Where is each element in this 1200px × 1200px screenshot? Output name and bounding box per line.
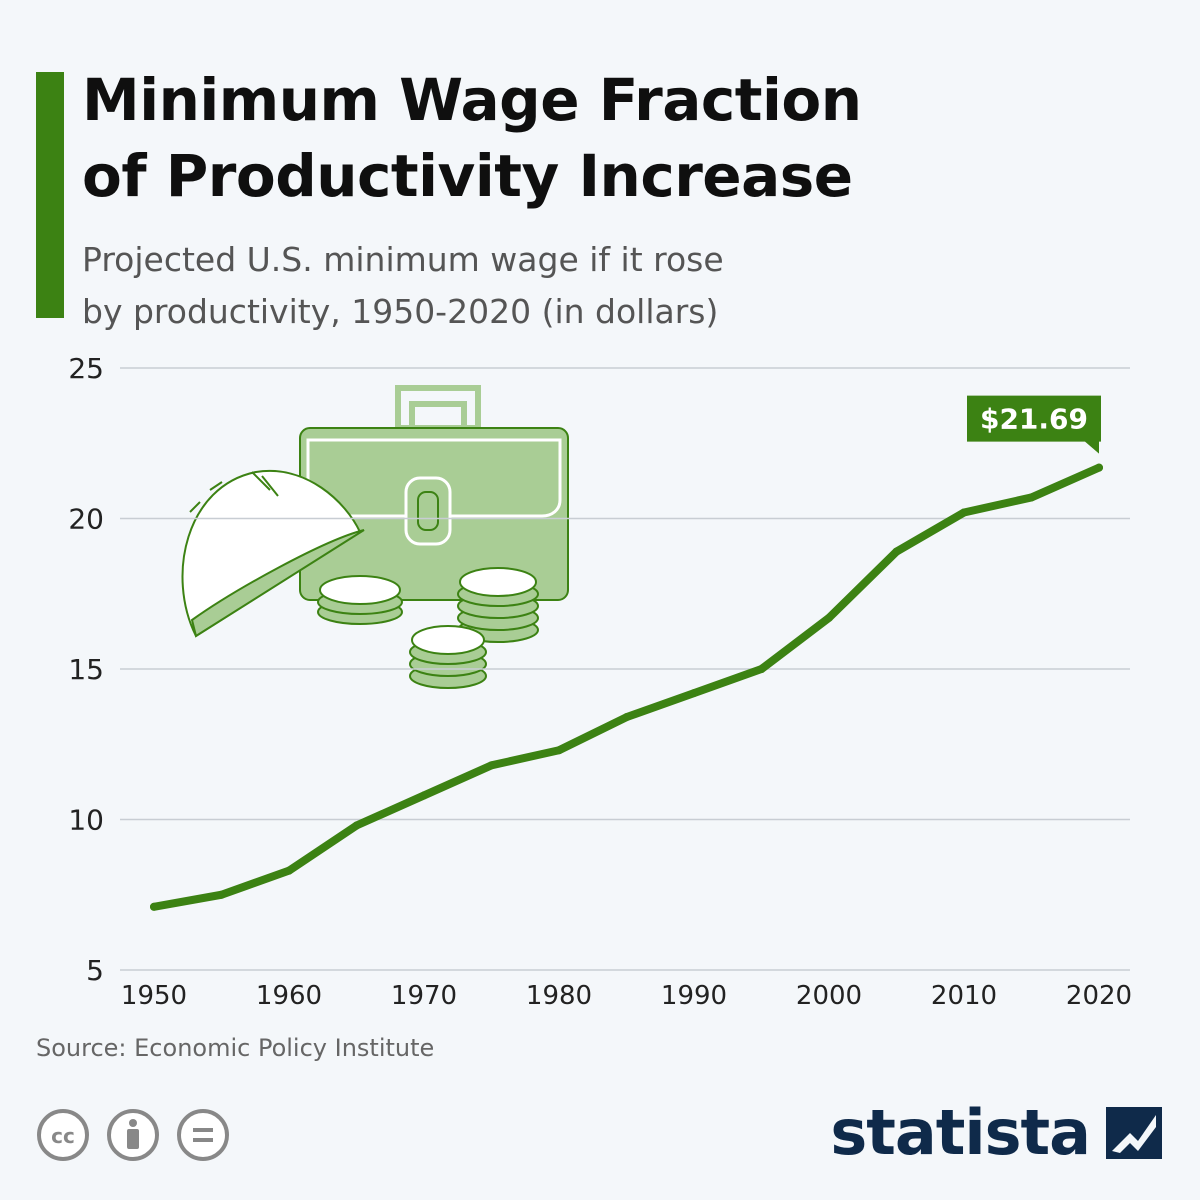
work-money-illustration-icon xyxy=(181,385,569,689)
data-point xyxy=(150,902,158,911)
data-point xyxy=(825,613,833,622)
value-callout: $21.69 xyxy=(967,395,1101,454)
data-point xyxy=(285,866,293,875)
y-tick-label: 15 xyxy=(68,653,104,686)
data-point xyxy=(757,665,766,673)
y-tick-label: 5 xyxy=(86,954,104,987)
hard-hat-icon xyxy=(181,469,365,638)
x-tick-label: 1980 xyxy=(526,981,592,1011)
data-point xyxy=(487,761,496,770)
data-point xyxy=(622,713,631,722)
data-point xyxy=(690,689,698,698)
coin-stack-left-icon xyxy=(317,575,403,625)
creative-commons-icon[interactable]: cc xyxy=(36,1108,90,1162)
chart-title: Minimum Wage Fraction of Productivity In… xyxy=(82,66,862,210)
data-point xyxy=(960,508,968,517)
y-tick-label: 10 xyxy=(68,804,104,837)
svg-text:cc: cc xyxy=(51,1124,75,1148)
brand-logo[interactable]: statista xyxy=(830,1098,1164,1168)
statista-logo-icon xyxy=(1106,1107,1162,1159)
y-tick-label: 25 xyxy=(68,352,104,385)
source-note: Source: Economic Policy Institute xyxy=(36,1034,435,1062)
x-tick-label: 1970 xyxy=(391,981,457,1011)
briefcase-icon xyxy=(299,385,569,601)
coin-stack-right-icon xyxy=(457,567,539,643)
data-point xyxy=(217,890,226,899)
x-tick-label: 1990 xyxy=(661,981,727,1011)
callout-box xyxy=(967,395,1101,454)
data-point xyxy=(555,746,563,755)
x-tick-label: 1960 xyxy=(256,981,322,1011)
y-tick-label: 20 xyxy=(68,503,104,536)
x-tick-label: 2020 xyxy=(1066,981,1132,1011)
x-tick-label: 1950 xyxy=(121,981,187,1011)
coin-stack-bottom-icon xyxy=(409,625,487,689)
data-point xyxy=(1027,493,1036,502)
data-point xyxy=(892,547,901,556)
data-point xyxy=(1095,463,1103,472)
brand-wordmark: statista xyxy=(830,1096,1091,1169)
chart-subtitle: Projected U.S. minimum wage if it rose b… xyxy=(82,240,724,331)
data-point xyxy=(420,791,428,800)
line-chart: 5 10 15 20 25 1950 1960 1970 1980 1990 2000 2010 20… xyxy=(68,352,1132,1011)
x-tick-label: 2010 xyxy=(931,981,997,1011)
license-icons: cc xyxy=(36,1108,230,1162)
data-point xyxy=(352,821,361,830)
accent-bar xyxy=(36,72,64,318)
callout-label: $21.69 xyxy=(980,403,1088,436)
attribution-icon[interactable] xyxy=(106,1108,160,1162)
x-tick-label: 2000 xyxy=(796,981,862,1011)
no-derivatives-icon[interactable] xyxy=(176,1108,230,1162)
